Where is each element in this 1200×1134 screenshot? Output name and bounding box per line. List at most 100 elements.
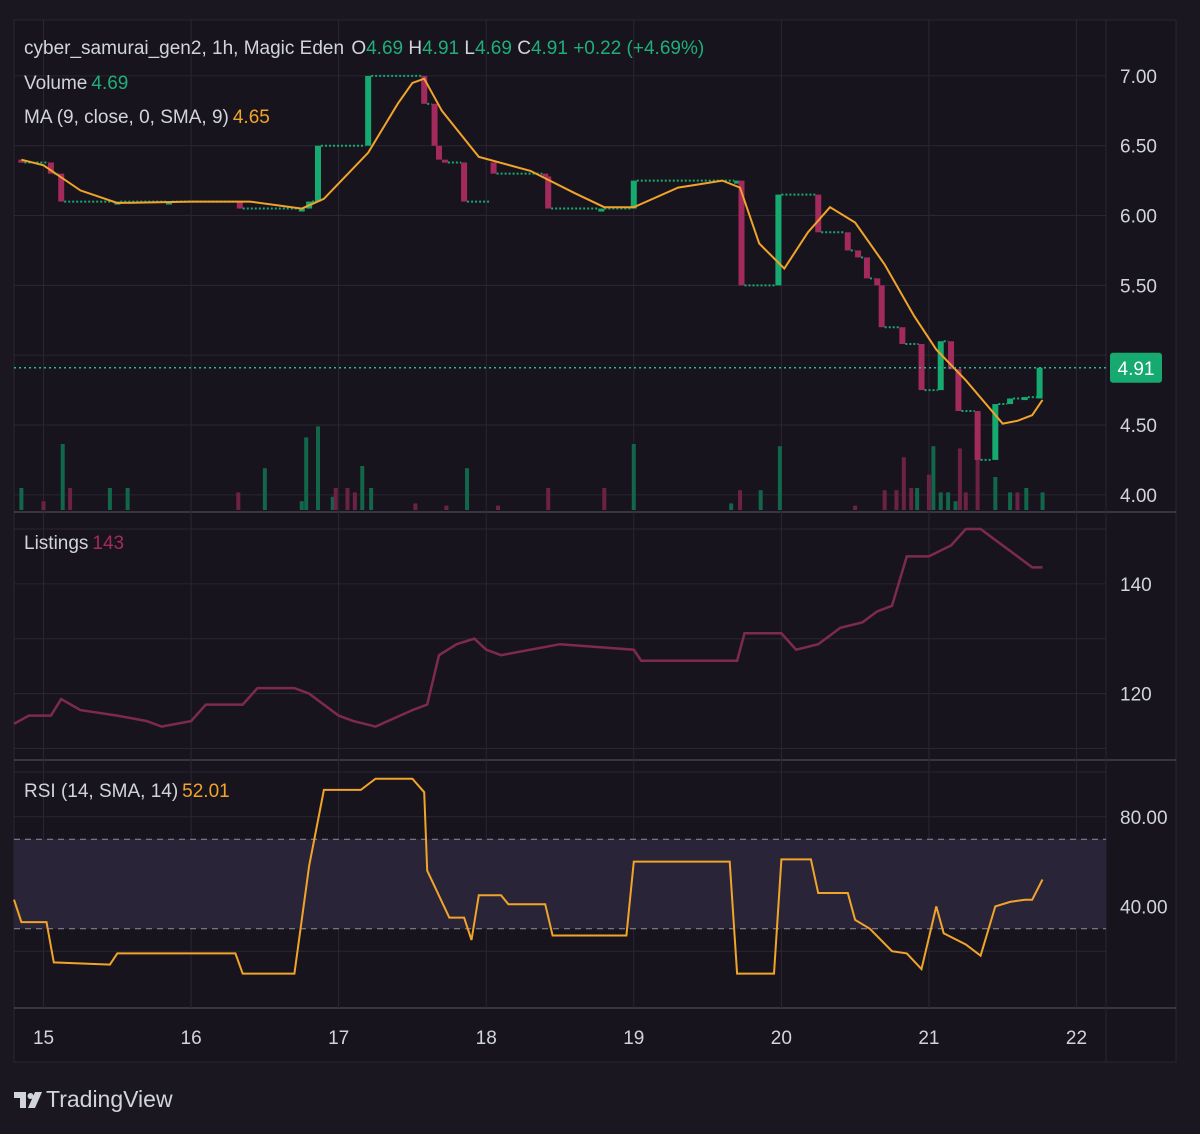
rsi-value: 52.01 — [182, 781, 230, 802]
candle — [47, 162, 54, 174]
candle — [18, 159, 25, 163]
rsi-line — [13, 777, 1044, 975]
volume-bar — [1024, 488, 1029, 510]
listings-tick-label: 120 — [1120, 685, 1152, 706]
volume-legend: Volume 4.69 — [24, 73, 128, 95]
volume-bar — [963, 492, 968, 510]
volume-bar — [345, 488, 350, 510]
volume-value: 4.69 — [91, 73, 129, 94]
time-tick-label: 20 — [771, 1028, 792, 1049]
time-tick-label: 17 — [328, 1028, 349, 1049]
candle — [236, 201, 243, 209]
change-value: +0.22 (+4.69%) — [573, 38, 705, 59]
high-value: 4.91 — [422, 38, 460, 59]
price-tick-label: 6.00 — [1120, 207, 1157, 228]
volume-bar — [19, 488, 24, 510]
candle — [490, 162, 497, 174]
candle — [955, 369, 962, 412]
volume-bar — [262, 468, 267, 510]
candle — [775, 194, 782, 286]
volume-bar — [333, 488, 338, 510]
time-tick-label: 15 — [33, 1028, 54, 1049]
candle — [918, 344, 925, 391]
ma-value: 4.65 — [232, 107, 270, 128]
volume-bar — [993, 477, 998, 510]
volume-bar — [729, 503, 734, 510]
volume-bar — [938, 492, 943, 510]
volume-bar — [953, 501, 958, 510]
rsi-label: RSI (14, SMA, 14) — [24, 781, 179, 802]
price-tick-label: 4.50 — [1120, 416, 1157, 437]
time-tick-label: 22 — [1066, 1028, 1087, 1049]
symbol-legend: cyber_samurai_gen2, 1h, Magic Eden O4.69… — [24, 38, 704, 60]
open-value: 4.69 — [366, 38, 404, 59]
price-tick-label: 5.50 — [1120, 276, 1157, 297]
volume-bar — [1040, 492, 1045, 510]
volume-bar — [413, 503, 418, 510]
ma-legend: MA (9, close, 0, SMA, 9) 4.65 — [24, 107, 270, 129]
tradingview-logo[interactable]: TradingView — [14, 1086, 173, 1113]
close-value: 4.91 — [530, 38, 568, 59]
candle — [431, 103, 438, 146]
volume-bar — [915, 488, 920, 510]
volume-bar — [758, 490, 763, 510]
candle — [863, 257, 870, 279]
open-label: O — [351, 38, 367, 59]
candle — [598, 208, 605, 212]
symbol-title: cyber_samurai_gen2, 1h, Magic Eden — [24, 38, 345, 59]
high-label: H — [408, 38, 423, 59]
volume-bar — [546, 488, 551, 510]
candle — [1007, 398, 1014, 405]
candle — [899, 327, 906, 345]
volume-bar — [304, 437, 309, 510]
listings-line — [13, 527, 1043, 728]
rsi-legend: RSI (14, SMA, 14) 52.01 — [24, 781, 230, 803]
volume-bar — [107, 488, 112, 510]
rsi-tick-label: 40.00 — [1120, 897, 1168, 918]
candle — [314, 145, 321, 202]
volume-bar — [931, 446, 936, 510]
candle — [441, 159, 448, 163]
candle — [365, 75, 372, 146]
candle — [435, 145, 442, 160]
time-tick-label: 21 — [918, 1028, 939, 1049]
time-tick-label: 16 — [181, 1028, 202, 1049]
brand-name: TradingView — [46, 1086, 173, 1112]
low-label: L — [464, 38, 475, 59]
volume-bar — [894, 490, 899, 510]
close-label: C — [517, 38, 531, 59]
candle — [630, 180, 637, 209]
volume-bar — [330, 496, 335, 510]
volume-bars — [19, 426, 1045, 510]
volume-bar — [41, 501, 46, 510]
listings-legend: Listings 143 — [24, 533, 124, 555]
candle — [298, 208, 305, 212]
tradingview-icon — [14, 1091, 42, 1108]
volume-bar — [444, 505, 449, 510]
volume-bar — [1015, 492, 1020, 510]
candle — [58, 173, 65, 202]
volume-bar — [901, 457, 906, 510]
volume-bar — [957, 448, 962, 510]
volume-bar — [352, 492, 357, 510]
candle — [878, 285, 885, 328]
time-tick-label: 19 — [623, 1028, 644, 1049]
volume-bar — [926, 474, 931, 510]
candle — [165, 201, 172, 205]
price-tick-label: 6.50 — [1120, 137, 1157, 158]
candle — [1036, 367, 1043, 399]
volume-bar — [299, 501, 304, 510]
volume-bar — [1008, 492, 1013, 510]
candle — [937, 341, 944, 391]
candle — [421, 75, 428, 104]
volume-bar — [882, 490, 887, 510]
axes: 4.00 4.50 5.50 6.00 6.50 7.00 120 140 40.00 80.00… — [33, 67, 1168, 1049]
volume-bar — [738, 490, 743, 510]
candle — [815, 194, 822, 233]
volume-bar — [369, 488, 374, 510]
candle — [1021, 397, 1028, 401]
volume-bar — [68, 488, 73, 510]
volume-bar — [975, 457, 980, 510]
listings-label: Listings — [24, 533, 89, 554]
